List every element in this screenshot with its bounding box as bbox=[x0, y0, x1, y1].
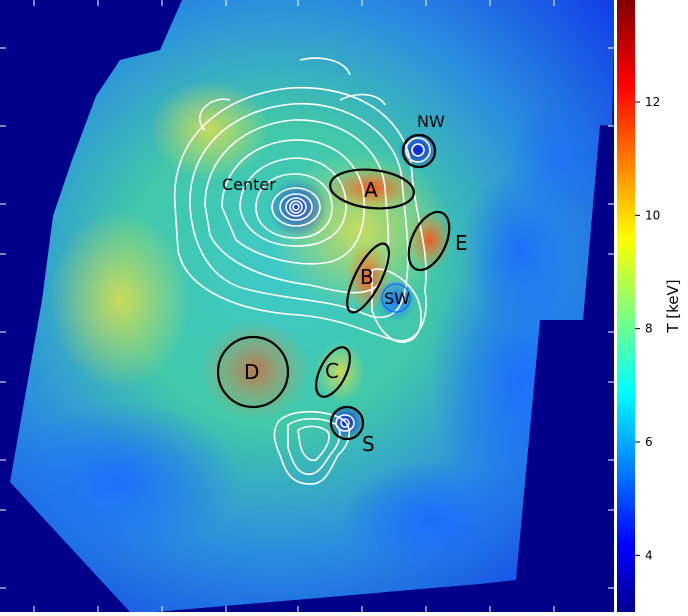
colorbar-label: T [keV] bbox=[664, 279, 682, 333]
region-s-circle bbox=[329, 405, 365, 441]
axis-ticks bbox=[0, 0, 614, 612]
label-center: Center bbox=[222, 175, 276, 194]
region-e-ellipse bbox=[407, 210, 451, 272]
colorbar-tick-label: 12 bbox=[645, 95, 660, 109]
label-c: C bbox=[325, 359, 339, 383]
label-a: A bbox=[364, 178, 378, 202]
colorbar-tick-label: 10 bbox=[645, 208, 660, 222]
label-sw: SW bbox=[384, 289, 410, 308]
region-c-ellipse bbox=[315, 346, 351, 398]
region-d-circle bbox=[216, 335, 290, 409]
label-d: D bbox=[244, 360, 259, 384]
colorbar-gradient bbox=[617, 0, 635, 612]
colorbar-tick-label: 4 bbox=[645, 548, 653, 562]
colorbar-tick-label: 8 bbox=[645, 322, 653, 336]
label-s: S bbox=[362, 432, 375, 456]
colorbar-ticks: 4 6 8 10 12 bbox=[635, 95, 660, 562]
temperature-map bbox=[10, 0, 614, 612]
label-e: E bbox=[455, 231, 468, 255]
label-nw: NW bbox=[417, 112, 445, 131]
colorbar-tick-label: 6 bbox=[645, 435, 653, 449]
region-overlays bbox=[216, 133, 451, 441]
region-sw-circle bbox=[381, 283, 411, 313]
region-b-ellipse bbox=[346, 242, 390, 314]
label-b: B bbox=[360, 265, 374, 289]
region-nw-circle bbox=[401, 133, 437, 169]
region-a-ellipse bbox=[329, 168, 415, 210]
